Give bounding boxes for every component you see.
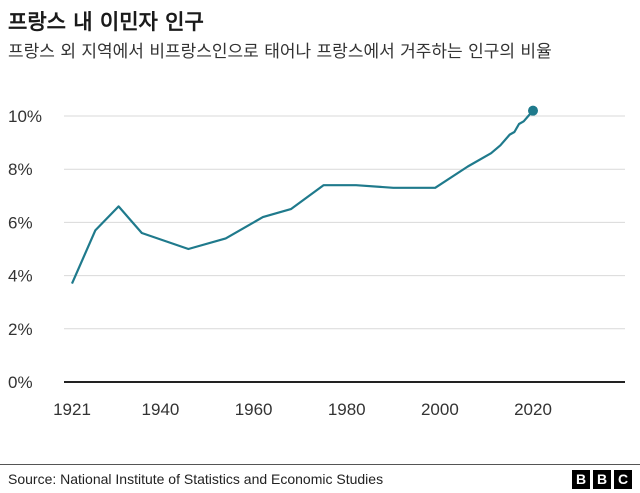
series-line [70,109,534,285]
bbc-logo: B B C [572,470,632,489]
data-point [526,114,530,118]
data-point [498,143,502,147]
data-point [140,231,144,235]
data-point [517,122,521,126]
x-tick-label: 1921 [53,400,91,419]
y-tick-label: 10% [8,107,42,126]
chart-subtitle: 프랑스 외 지역에서 비프랑스인으로 태어나 프랑스에서 거주하는 인구의 비율 [8,42,552,62]
data-point [391,186,395,190]
data-point [93,228,97,232]
data-point [512,130,516,134]
end-point-marker [528,105,538,116]
data-point [433,186,437,190]
logo-letter-b2: B [593,470,611,489]
data-point [289,207,293,211]
data-point [70,282,74,286]
chart-title: 프랑스 내 이민자 인구 [8,10,204,34]
y-tick-label: 2% [8,320,33,339]
data-point [508,133,512,137]
x-tick-label: 2020 [514,400,552,419]
x-tick-label: 1960 [235,400,273,419]
data-point [489,151,493,155]
logo-letter-c: C [614,470,632,489]
x-tick-label: 1940 [142,400,180,419]
x-tick-label: 2000 [421,400,459,419]
footer-divider [0,464,640,465]
y-tick-label: 8% [8,160,33,179]
logo-letter-b1: B [572,470,590,489]
source-note: Source: National Institute of Statistics… [8,471,384,487]
data-point [224,236,228,240]
y-tick-label: 4% [8,267,33,286]
data-point [261,215,265,219]
data-point [117,204,121,208]
y-tick-label: 6% [8,213,33,232]
data-point [522,119,526,123]
y-tick-label: 0% [8,373,33,392]
x-tick-label: 1980 [328,400,366,419]
data-point [466,165,470,169]
data-point [321,183,325,187]
data-point [354,183,358,187]
data-point [186,247,190,251]
